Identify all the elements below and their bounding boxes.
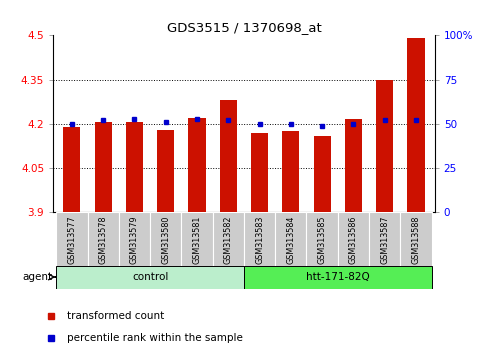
Bar xyxy=(87,212,119,267)
Bar xyxy=(181,212,213,267)
Bar xyxy=(369,212,400,267)
Bar xyxy=(119,212,150,267)
Bar xyxy=(126,122,143,212)
Text: GSM313578: GSM313578 xyxy=(99,215,108,264)
Text: agent: agent xyxy=(22,272,53,282)
Text: GSM313585: GSM313585 xyxy=(318,215,327,264)
Bar xyxy=(345,120,362,212)
Text: GSM313587: GSM313587 xyxy=(380,215,389,264)
Bar xyxy=(63,127,81,212)
Bar xyxy=(56,266,244,289)
Title: GDS3515 / 1370698_at: GDS3515 / 1370698_at xyxy=(167,21,321,34)
Bar xyxy=(56,212,87,267)
Text: GSM313579: GSM313579 xyxy=(130,215,139,264)
Bar xyxy=(307,212,338,267)
Bar xyxy=(244,212,275,267)
Text: GSM313586: GSM313586 xyxy=(349,215,358,263)
Text: GSM313577: GSM313577 xyxy=(68,215,76,264)
Text: percentile rank within the sample: percentile rank within the sample xyxy=(68,333,243,343)
Text: GSM313581: GSM313581 xyxy=(193,215,201,263)
Bar xyxy=(251,133,268,212)
Bar xyxy=(282,131,299,212)
Text: GSM313582: GSM313582 xyxy=(224,215,233,264)
Bar xyxy=(400,212,432,267)
Text: transformed count: transformed count xyxy=(68,311,165,321)
Bar xyxy=(150,212,181,267)
Bar xyxy=(275,212,307,267)
Text: GSM313580: GSM313580 xyxy=(161,215,170,263)
Bar xyxy=(244,266,432,289)
Bar xyxy=(188,118,206,212)
Bar xyxy=(313,136,331,212)
Text: GSM313583: GSM313583 xyxy=(255,215,264,263)
Text: GSM313588: GSM313588 xyxy=(412,215,420,263)
Text: GSM313584: GSM313584 xyxy=(286,215,295,263)
Text: htt-171-82Q: htt-171-82Q xyxy=(306,272,369,282)
Bar xyxy=(95,122,112,212)
Bar xyxy=(157,130,174,212)
Bar xyxy=(338,212,369,267)
Bar xyxy=(213,212,244,267)
Bar xyxy=(407,38,425,212)
Text: control: control xyxy=(132,272,168,282)
Bar xyxy=(376,80,393,212)
Bar xyxy=(220,100,237,212)
